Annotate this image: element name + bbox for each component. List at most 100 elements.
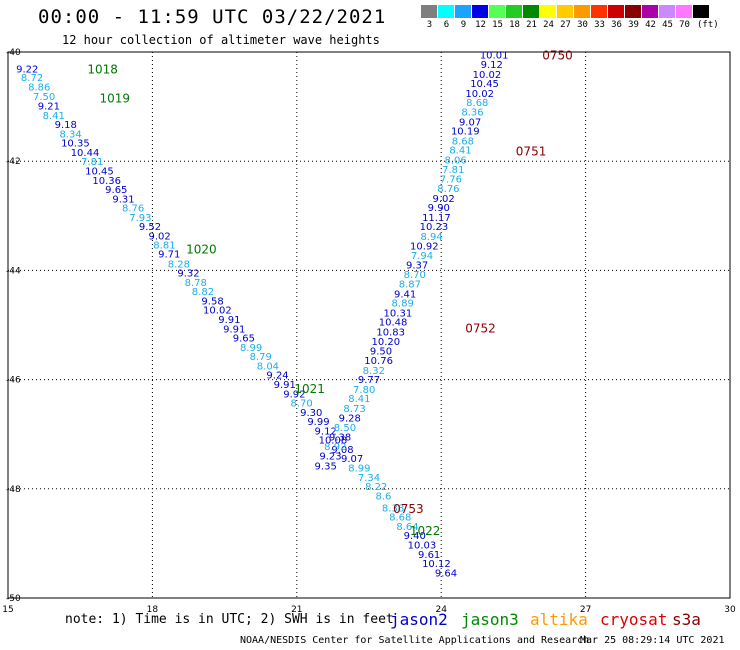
wave-height-value: 10.44: [71, 148, 100, 159]
legend-label: 33: [594, 20, 605, 30]
legend-swatch: [591, 5, 608, 18]
wave-height-value: 8.73: [343, 404, 365, 415]
wave-height-value: 9.12: [481, 60, 503, 71]
wave-height-value: 9.07: [341, 454, 363, 465]
lon-tick-label: 24: [435, 605, 447, 615]
wave-height-value: 9.08: [331, 445, 353, 456]
wave-height-value: 9.38: [329, 432, 351, 443]
lat-tick-label: -42: [6, 157, 21, 167]
wave-height-value: 7.94: [411, 251, 433, 262]
legend-swatch: [676, 5, 693, 18]
wave-height-value: 8.68: [389, 513, 411, 524]
wave-height-value: 10.45: [470, 79, 499, 90]
wave-height-value: 9.90: [428, 203, 450, 214]
legend-swatch: [506, 5, 523, 18]
wave-height-value: 11.17: [422, 213, 451, 224]
wave-height-value: 9.23: [319, 451, 341, 462]
wave-height-value: 10.48: [379, 318, 408, 329]
wave-height-value: 10.36: [92, 176, 121, 187]
wave-height-value: 8.68: [452, 136, 474, 147]
wave-height-value: 8.70: [404, 270, 426, 281]
map-subtitle: 12 hour collection of altimeter wave hei…: [62, 33, 380, 47]
wave-height-value: 9.24: [266, 371, 288, 382]
wave-height-value: 8.36: [461, 108, 483, 119]
legend-unit: (ft): [697, 20, 719, 30]
wave-height-value: 9.02: [432, 194, 454, 205]
wave-height-value: 9.35: [315, 461, 337, 472]
wave-height-value: 8.06: [445, 156, 467, 167]
wave-height-value: 8.70: [290, 399, 312, 410]
wave-height-value: 8.94: [420, 232, 442, 243]
wave-height-value: 9.41: [394, 289, 416, 300]
wave-height-value: 9.99: [307, 417, 329, 428]
legend-label: 6: [443, 20, 450, 30]
wave-height-value: 7.81: [81, 157, 103, 168]
wave-height-value: 9.77: [358, 375, 380, 386]
legend-label: 39: [628, 20, 639, 30]
wave-height-value: 9.65: [233, 334, 255, 345]
legend-label: 3: [426, 20, 433, 30]
wave-height-value: 7.76: [440, 175, 462, 186]
wave-height-value: 7.50: [33, 92, 55, 103]
wave-height-value: 10.83: [376, 328, 405, 339]
wave-height-value: 8.81: [153, 241, 175, 252]
time-label: 1019: [99, 91, 130, 105]
legend-label: 21: [526, 20, 537, 30]
legend-swatch: [574, 5, 591, 18]
legend-label: 15: [492, 20, 503, 30]
legend-swatch: [693, 5, 710, 18]
lon-tick-label: 18: [147, 605, 159, 615]
wave-height-value: 9.91: [223, 324, 245, 335]
time-label: 1022: [410, 524, 441, 538]
wave-height-value: 10.76: [364, 356, 393, 367]
wave-height-value: 8.32: [363, 366, 385, 377]
legend-label: 70: [679, 20, 690, 30]
legend-swatch: [642, 5, 659, 18]
lat-tick-label: -44: [6, 266, 21, 276]
time-label: 1021: [294, 382, 325, 396]
wave-height-value: 7.81: [442, 165, 464, 176]
wave-height-value: 10.01: [480, 51, 509, 62]
legend-color-bar: [421, 5, 710, 18]
wave-height-value: 10.02: [203, 306, 232, 317]
wave-height-value: 8.76: [122, 204, 144, 215]
wave-height-value: 10.45: [85, 166, 114, 177]
wave-height-value: 8.82: [192, 287, 214, 298]
wave-height-value: 9.91: [274, 380, 296, 391]
wave-height-value: 9.21: [38, 102, 60, 113]
wave-height-value: 9.02: [148, 231, 170, 242]
wave-height-value: 8.92: [324, 442, 346, 453]
legend-swatch: [472, 5, 489, 18]
wave-height-value: 8.72: [21, 73, 43, 84]
legend-label: 18: [509, 20, 520, 30]
legend-label: 42: [645, 20, 656, 30]
legend-label: 9: [460, 20, 467, 30]
wave-height-value: 8.68: [466, 98, 488, 109]
wave-height-value: 10.02: [465, 89, 494, 100]
footer-credit: NOAA/NESDIS Center for Satellite Applica…: [240, 635, 590, 646]
legend-swatch: [421, 5, 438, 18]
map-title: 00:00 - 11:59 UTC 03/22/2021: [38, 6, 387, 28]
wave-height-value: 10.02: [473, 70, 502, 81]
lon-tick-label: 21: [291, 605, 302, 615]
wave-height-value: 9.07: [459, 117, 481, 128]
time-label: 1018: [87, 62, 118, 76]
legend-label: 27: [560, 20, 571, 30]
wave-height-value: 8.41: [348, 394, 370, 405]
wave-height-value: 10.12: [422, 559, 451, 570]
lat-tick-label: -46: [6, 376, 21, 386]
satellite-label-altika: altika: [530, 610, 588, 629]
wave-height-value: 9.40: [404, 531, 426, 542]
wave-height-value: 9.50: [370, 347, 392, 358]
legend-swatch: [659, 5, 676, 18]
color-legend: 3 6 9 12 15 18 21 24 27 30 33 36 39 42 45 70 (ft): [421, 5, 719, 32]
wave-height-value: 9.37: [406, 260, 428, 271]
wave-height-value: 8.64: [396, 522, 418, 533]
satellite-label-jason3: jason3: [461, 610, 519, 629]
satellite-label-cryosat: cryosat: [600, 610, 668, 629]
wave-height-value: 8.87: [399, 280, 421, 291]
legend-label: 30: [577, 20, 588, 30]
wave-height-value: 10.03: [408, 540, 437, 551]
legend-label: 45: [662, 20, 673, 30]
legend-swatch: [523, 5, 540, 18]
